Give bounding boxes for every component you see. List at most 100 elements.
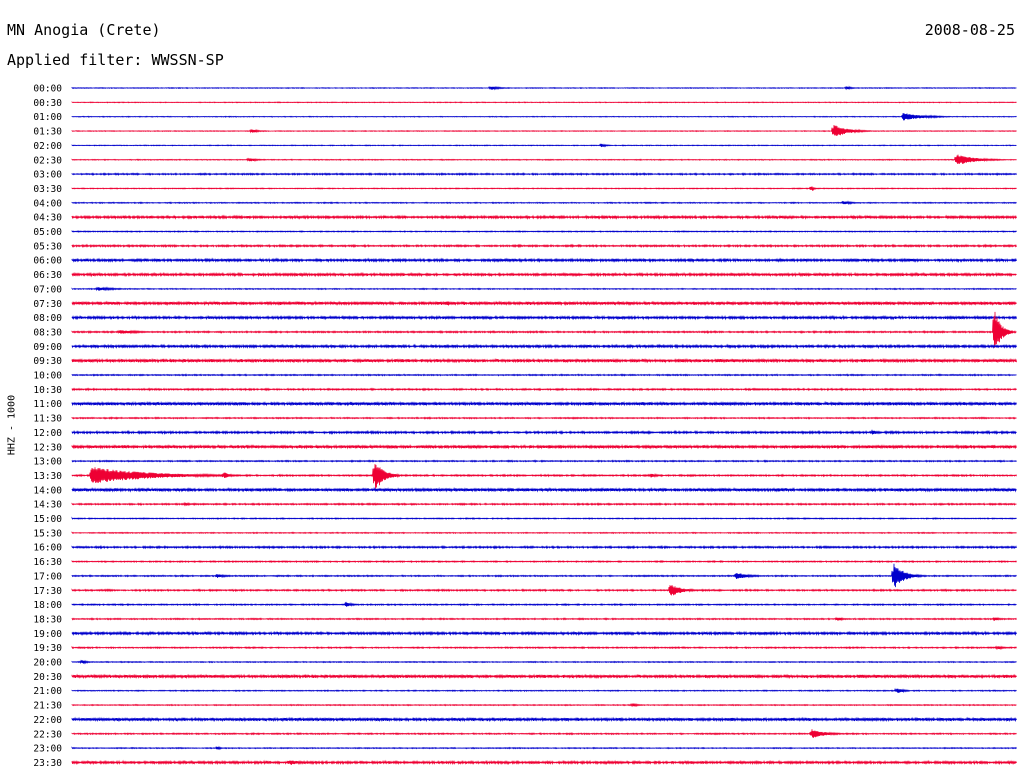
row-time-label: 08:00 [33,313,62,324]
row-time-label: 03:30 [33,184,62,195]
trace-row-2000 [71,659,1017,665]
row-time-label: 20:00 [33,658,62,669]
trace-row-1430 [71,501,1017,507]
row-time-label: 23:30 [33,758,62,769]
row-time-label: 23:00 [33,744,62,755]
trace-row-1900 [71,630,1017,637]
trace-row-0400 [71,200,1017,206]
row-time-label: 18:00 [33,600,62,611]
row-time-label: 16:30 [33,557,62,568]
row-time-label: 13:00 [33,457,62,468]
trace-row-1700 [71,563,1017,588]
trace-row-2330 [71,759,1017,766]
row-time-label: 19:30 [33,643,62,654]
trace-row-0430 [71,214,1017,220]
row-time-label: 17:30 [33,586,62,597]
row-time-label: 02:30 [33,155,62,166]
row-time-label: 00:00 [33,84,62,95]
row-time-label: 06:30 [33,270,62,281]
trace-row-0100 [71,113,1017,121]
row-time-label: 18:30 [33,614,62,625]
row-time-label: 11:30 [33,414,62,425]
trace-row-2200 [71,716,1017,723]
row-time-label: 22:30 [33,729,62,740]
trace-row-1400 [71,486,1017,493]
row-time-label: 01:00 [33,112,62,123]
trace-row-0500 [71,230,1017,233]
trace-row-0130 [71,124,1017,136]
trace-row-1830 [71,616,1017,622]
trace-row-1030 [71,387,1017,392]
trace-row-0700 [71,286,1017,292]
trace-row-1930 [71,645,1017,651]
trace-row-0630 [71,271,1017,278]
trace-row-0830 [71,311,1017,348]
trace-row-1200 [71,429,1017,436]
trace-row-1100 [71,400,1017,407]
row-time-label: 21:30 [33,701,62,712]
row-time-label: 07:30 [33,299,62,310]
row-time-label: 03:00 [33,170,62,181]
row-time-label: 17:00 [33,571,62,582]
row-time-label: 14:30 [33,500,62,511]
trace-row-2300 [71,745,1017,751]
row-time-label: 16:00 [33,543,62,554]
row-time-label: 11:00 [33,399,62,410]
trace-row-0200 [71,143,1017,148]
row-time-label: 04:30 [33,213,62,224]
row-time-label: 06:00 [33,256,62,267]
trace-row-0730 [71,300,1017,307]
trace-row-1230 [71,443,1017,450]
trace-row-0930 [71,357,1017,364]
trace-row-0000 [71,85,1017,91]
row-time-label: 12:30 [33,442,62,453]
trace-row-2130 [71,702,1017,708]
trace-row-1530 [71,531,1017,535]
row-time-label: 07:00 [33,284,62,295]
trace-row-2100 [71,687,1017,694]
trace-row-1130 [71,416,1017,420]
row-time-label: 14:00 [33,485,62,496]
row-time-label: 15:00 [33,514,62,525]
row-time-label: 10:30 [33,385,62,396]
trace-row-0300 [71,172,1017,177]
row-time-label: 12:00 [33,428,62,439]
trace-row-1330 [71,464,1017,489]
trace-row-1600 [71,544,1017,550]
row-time-label: 20:30 [33,672,62,683]
row-time-label: 01:30 [33,127,62,138]
row-time-label: 09:00 [33,342,62,353]
trace-row-1000 [71,373,1017,377]
station-title: MN Anogia (Crete) [7,21,161,39]
record-date: 2008-08-25 [924,21,1015,39]
trace-row-2230 [71,729,1017,738]
trace-row-1630 [71,559,1017,564]
trace-row-1500 [71,516,1017,520]
row-time-label: 09:30 [33,356,62,367]
row-time-label: 05:00 [33,227,62,238]
trace-row-0230 [71,154,1017,164]
trace-row-1730 [71,584,1017,596]
trace-row-0330 [71,186,1017,192]
row-time-label: 21:00 [33,686,62,697]
row-time-label: 15:30 [33,528,62,539]
trace-row-0600 [71,257,1017,263]
trace-row-0900 [71,343,1017,350]
row-time-label: 08:30 [33,327,62,338]
row-time-label: 04:00 [33,198,62,209]
trace-row-0530 [71,243,1017,249]
trace-row-0800 [71,314,1017,321]
row-time-label: 10:00 [33,371,62,382]
trace-row-0030 [71,101,1017,104]
trace-row-2030 [71,673,1017,680]
trace-row-1800 [71,601,1017,607]
applied-filter-label: Applied filter: WWSSN-SP [7,51,224,69]
row-time-label: 13:30 [33,471,62,482]
row-time-label: 02:00 [33,141,62,152]
row-time-label: 19:00 [33,629,62,640]
row-time-label: 05:30 [33,241,62,252]
row-time-label: 00:30 [33,98,62,109]
row-time-label: 22:00 [33,715,62,726]
trace-row-1300 [71,459,1017,463]
